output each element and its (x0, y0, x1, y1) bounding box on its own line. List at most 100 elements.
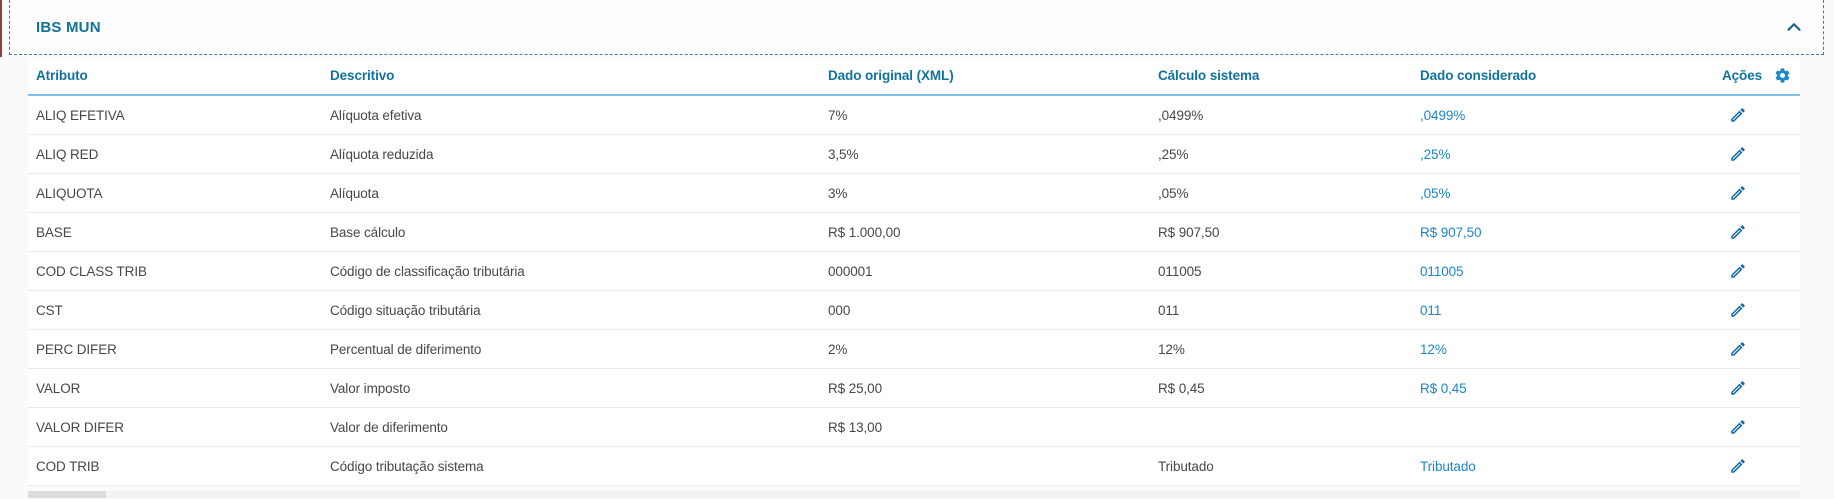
cell-acoes (1714, 259, 1800, 283)
cell-atributo: VALOR DIFER (36, 419, 124, 435)
cell-descritivo: Alíquota efetiva (330, 107, 422, 123)
cell-dado-considerado: 011 (1420, 302, 1442, 318)
cell-dado-considerado: R$ 0,45 (1420, 380, 1467, 396)
cell-descritivo: Valor imposto (330, 380, 411, 396)
cell-atributo: BASE (36, 224, 72, 240)
cell-dado-considerado: ,0499% (1420, 107, 1466, 123)
cell-calculo-sistema: ,05% (1158, 185, 1189, 201)
cell-dado-considerado: ,05% (1420, 185, 1451, 201)
pencil-icon (1731, 381, 1745, 395)
cell-acoes (1714, 337, 1800, 361)
table-row: COD CLASS TRIB Código de classificação t… (28, 252, 1800, 291)
pencil-icon (1731, 108, 1745, 122)
edit-row-button[interactable] (1726, 103, 1750, 127)
table-row: ALIQ RED Alíquota reduzida 3,5% ,25% ,25… (28, 135, 1800, 174)
cell-calculo-sistema: ,25% (1158, 146, 1189, 162)
pencil-icon (1731, 264, 1745, 278)
edit-row-button[interactable] (1726, 181, 1750, 205)
cell-dado-original: 3,5% (828, 146, 859, 162)
table-row: ALIQUOTA Alíquota 3% ,05% ,05% (28, 174, 1800, 213)
cell-dado-original: 3% (828, 185, 848, 201)
table-row: COD TRIB Código tributação sistema Tribu… (28, 447, 1800, 486)
cell-descritivo: Alíquota (330, 185, 379, 201)
edit-row-button[interactable] (1726, 415, 1750, 439)
cell-acoes (1714, 220, 1800, 244)
cell-descritivo: Código tributação sistema (330, 458, 484, 474)
cell-acoes (1714, 103, 1800, 127)
cell-calculo-sistema: R$ 0,45 (1158, 380, 1205, 396)
cell-dado-considerado: R$ 907,50 (1420, 224, 1482, 240)
column-header-acoes-label: Ações (1722, 68, 1763, 83)
edit-row-button[interactable] (1726, 376, 1750, 400)
cell-acoes (1714, 454, 1800, 478)
table-settings-button[interactable] (1772, 66, 1792, 86)
cell-dado-original: 7% (828, 107, 848, 123)
cell-atributo: ALIQ EFETIVA (36, 107, 125, 123)
cell-descritivo: Código situação tributária (330, 302, 481, 318)
table-row: PERC DIFER Percentual de diferimento 2% … (28, 330, 1800, 369)
table-row: CST Código situação tributária 000 011 0… (28, 291, 1800, 330)
cell-descritivo: Código de classificação tributária (330, 263, 525, 279)
cell-acoes (1714, 376, 1800, 400)
cell-dado-considerado: Tributado (1420, 458, 1476, 474)
cell-dado-considerado: 12% (1420, 341, 1447, 357)
horizontal-scrollbar-thumb[interactable] (28, 491, 106, 498)
pencil-icon (1731, 186, 1745, 200)
column-header-atributo: Atributo (36, 68, 88, 83)
column-header-dado-considerado: Dado considerado (1420, 68, 1537, 83)
cell-atributo: PERC DIFER (36, 341, 117, 357)
panel-accent-stripe (0, 0, 2, 57)
cell-acoes (1714, 142, 1800, 166)
cell-dado-original: R$ 13,00 (828, 419, 882, 435)
cell-acoes (1714, 415, 1800, 439)
pencil-icon (1731, 459, 1745, 473)
cell-calculo-sistema: 011 (1158, 302, 1180, 318)
gear-icon (1775, 68, 1789, 83)
edit-row-button[interactable] (1726, 142, 1750, 166)
pencil-icon (1731, 342, 1745, 356)
column-header-acoes: Ações (1714, 66, 1800, 86)
panel-title: IBS MUN (36, 18, 101, 36)
cell-dado-original: 2% (828, 341, 848, 357)
attributes-table: Atributo Descritivo Dado original (XML) … (28, 57, 1800, 486)
cell-atributo: COD CLASS TRIB (36, 263, 147, 279)
chevron-up-icon (1787, 23, 1801, 31)
table-row: ALIQ EFETIVA Alíquota efetiva 7% ,0499% … (28, 96, 1800, 135)
table-row: VALOR DIFER Valor de diferimento R$ 13,0… (28, 408, 1800, 447)
edit-row-button[interactable] (1726, 220, 1750, 244)
cell-dado-considerado: ,25% (1420, 146, 1451, 162)
edit-row-button[interactable] (1726, 259, 1750, 283)
cell-descritivo: Base cálculo (330, 224, 406, 240)
collapse-button[interactable] (1781, 14, 1807, 40)
pencil-icon (1731, 147, 1745, 161)
cell-atributo: ALIQ RED (36, 146, 99, 162)
edit-row-button[interactable] (1726, 337, 1750, 361)
cell-descritivo: Percentual de diferimento (330, 341, 482, 357)
table-row: VALOR Valor imposto R$ 25,00 R$ 0,45 R$ … (28, 369, 1800, 408)
table-header-row: Atributo Descritivo Dado original (XML) … (28, 57, 1800, 96)
table-body: ALIQ EFETIVA Alíquota efetiva 7% ,0499% … (28, 96, 1800, 486)
cell-dado-original: 000001 (828, 263, 873, 279)
cell-descritivo: Valor de diferimento (330, 419, 448, 435)
cell-atributo: COD TRIB (36, 458, 100, 474)
column-header-dado-original: Dado original (XML) (828, 68, 954, 83)
cell-acoes (1714, 181, 1800, 205)
cell-atributo: ALIQUOTA (36, 185, 103, 201)
horizontal-scrollbar[interactable] (28, 491, 1800, 498)
cell-dado-considerado: 011005 (1420, 263, 1464, 279)
edit-row-button[interactable] (1726, 454, 1750, 478)
cell-calculo-sistema: 011005 (1158, 263, 1202, 279)
column-header-calculo-sistema: Cálculo sistema (1158, 68, 1260, 83)
cell-atributo: CST (36, 302, 63, 318)
cell-dado-original: 000 (828, 302, 851, 318)
table-row: BASE Base cálculo R$ 1.000,00 R$ 907,50 … (28, 213, 1800, 252)
cell-dado-original: R$ 1.000,00 (828, 224, 901, 240)
pencil-icon (1731, 420, 1745, 434)
pencil-icon (1731, 303, 1745, 317)
accordion-header-ibs-mun[interactable]: IBS MUN (9, 0, 1824, 55)
edit-row-button[interactable] (1726, 298, 1750, 322)
cell-descritivo: Alíquota reduzida (330, 146, 434, 162)
cell-calculo-sistema: 12% (1158, 341, 1185, 357)
cell-atributo: VALOR (36, 380, 81, 396)
cell-calculo-sistema: Tributado (1158, 458, 1214, 474)
